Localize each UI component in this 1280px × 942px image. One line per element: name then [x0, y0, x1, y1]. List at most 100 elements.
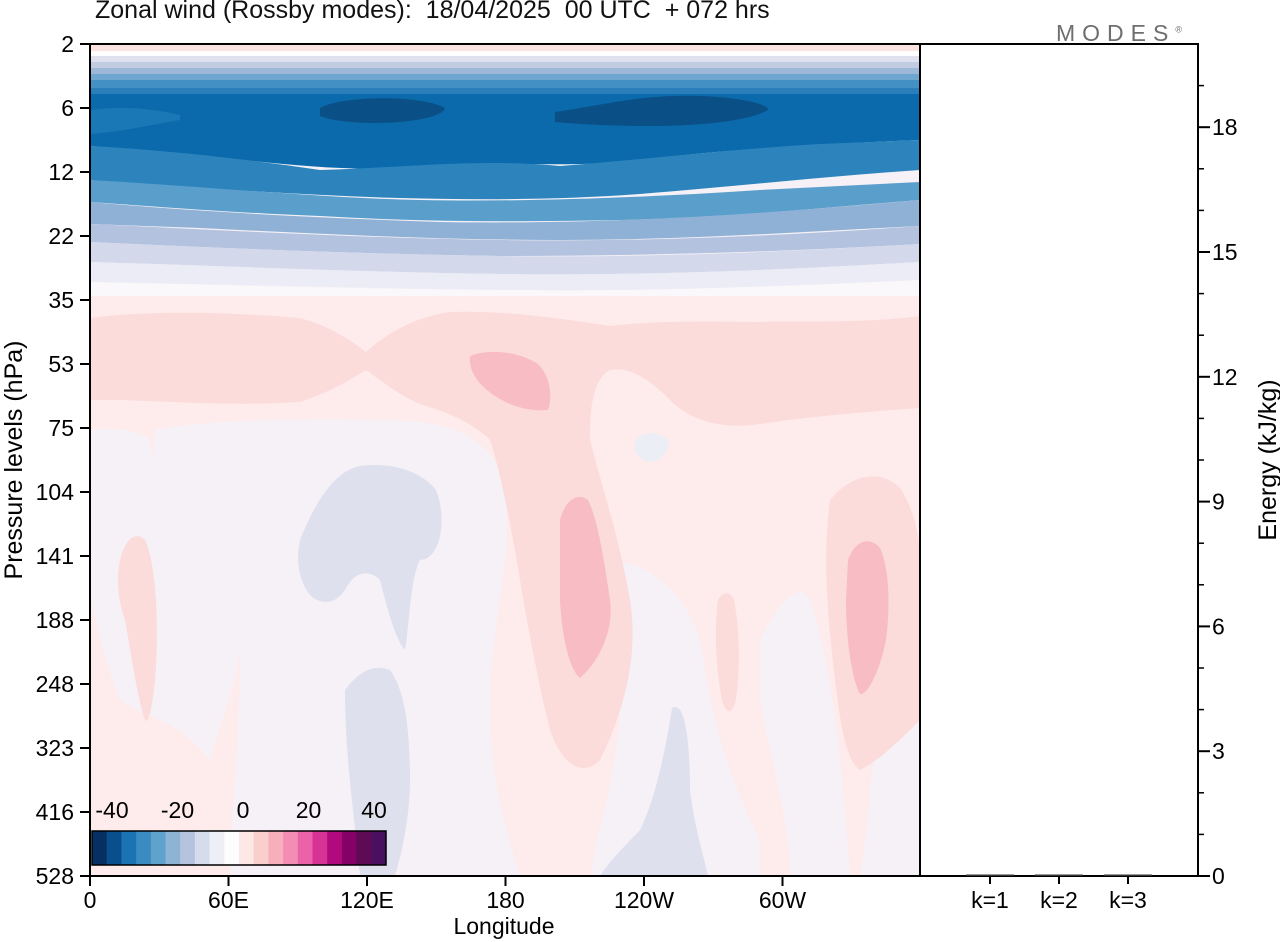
- band-light-blue-1: [90, 62, 920, 68]
- y-axis-label: Pressure levels (hPa): [0, 341, 28, 580]
- energy-tick-label: 3: [1212, 738, 1225, 764]
- y-axis-ticks: 2 6 12 22 35 53 75 104 141 188 248 323 416 528: [36, 31, 90, 889]
- energy-bar: [966, 874, 1014, 876]
- colorbar-swatch: [297, 831, 313, 865]
- pink-strong-3: [846, 541, 889, 695]
- modes-logo: MODES®: [1056, 20, 1182, 47]
- colorbar-swatch: [106, 831, 122, 865]
- y-tick-label: 12: [48, 159, 74, 185]
- colorbar-swatch: [150, 831, 166, 865]
- colorbar-tick-label: 40: [361, 797, 387, 823]
- energy-tick-label: 9: [1212, 489, 1225, 515]
- logo-mark: ®: [1175, 24, 1182, 35]
- energy-tick-label: 6: [1212, 613, 1225, 639]
- x-tick-label: 180: [486, 887, 524, 913]
- y-tick-label: 53: [48, 351, 74, 377]
- colorbar-tick-label: 20: [296, 797, 322, 823]
- core-darkest-2: [555, 95, 769, 126]
- band-blue-5: [90, 180, 920, 222]
- colorbar-swatch: [136, 831, 152, 865]
- band-top-lavender: [90, 56, 920, 62]
- chart-title: Zonal wind (Rossby modes): 18/04/2025 00…: [95, 0, 770, 24]
- colorbar-swatch: [224, 831, 240, 865]
- colorbar-swatch: [341, 831, 358, 865]
- x-tick-label: 60E: [208, 887, 249, 913]
- y-tick-label: 528: [36, 863, 74, 889]
- x-tick-label: 0: [84, 887, 97, 913]
- colorbar-swatch: [356, 831, 372, 865]
- x-tick-label: 60W: [759, 887, 807, 913]
- wind-contour-field: [90, 44, 920, 876]
- pink-blob-right-mid: [715, 593, 739, 712]
- band-near-white: [90, 280, 920, 300]
- energy-panel-frame: [919, 43, 1199, 877]
- colorbar: [91, 830, 387, 866]
- band-mid-blue-2: [90, 80, 920, 88]
- colorbar-swatch: [268, 831, 284, 865]
- colorbar-swatch: [283, 831, 299, 865]
- y-tick-label: 6: [61, 95, 74, 121]
- colorbar-swatch: [371, 831, 387, 865]
- y-tick-label: 35: [48, 287, 74, 313]
- y-tick-label: 75: [48, 415, 74, 441]
- colorbar-swatch: [327, 831, 343, 865]
- energy-axis-ticks: 0 3 6 9 12 15 18: [1198, 84, 1238, 889]
- colorbar-tick-label: 0: [237, 797, 250, 823]
- band-top-white: [90, 51, 920, 56]
- colorbar-swatch: [209, 831, 225, 865]
- y-tick-label: 416: [36, 799, 74, 825]
- colorbar-swatch: [180, 831, 196, 865]
- blob-neg-1: [298, 465, 442, 650]
- colorbar-swatch: [165, 831, 181, 865]
- k-label: k=3: [1109, 887, 1147, 913]
- y-tick-label: 22: [48, 223, 74, 249]
- band-lavender-2: [90, 262, 920, 291]
- energy-bar: [1035, 874, 1083, 876]
- blob-neg-3: [600, 706, 708, 876]
- band-blue-7: [90, 224, 920, 256]
- x-axis-label: Longitude: [453, 913, 554, 939]
- x-axis-ticks: 0 60E 120E 180 120W 60W: [84, 876, 807, 913]
- core-darkest-1: [320, 98, 445, 123]
- band-top-pink: [90, 44, 920, 51]
- core-left-bulge: [90, 107, 180, 134]
- logo-text: MODES: [1056, 20, 1176, 46]
- k-label: k=1: [971, 887, 1009, 913]
- colorbar-labels: -40 -20 0 20 40: [95, 797, 386, 823]
- colorbar-swatch: [92, 831, 108, 865]
- pink-blob-left: [117, 536, 157, 721]
- colorbar-frame: [91, 830, 387, 866]
- energy-tick-label: 12: [1212, 364, 1238, 390]
- band-blue-4: [90, 140, 920, 200]
- energy-bar: [1104, 874, 1152, 876]
- region-lavender-left: [90, 428, 243, 760]
- energy-tick-label: 18: [1212, 114, 1238, 140]
- colorbar-tick-label: -40: [95, 797, 128, 823]
- y-tick-label: 188: [36, 607, 74, 633]
- x-tick-label: 120E: [340, 887, 394, 913]
- y-tick-label: 323: [36, 735, 74, 761]
- y-tick-label: 104: [36, 479, 75, 505]
- energy-tick-label: 15: [1212, 239, 1238, 265]
- energy-axis-label: Energy (kJ/kg): [1254, 379, 1280, 540]
- k-label: k=2: [1040, 887, 1078, 913]
- band-blue-3: [90, 88, 920, 96]
- blob-neg-2: [345, 667, 410, 876]
- colorbar-swatch: [312, 831, 328, 865]
- band-lavender-1: [90, 242, 920, 275]
- energy-tick-label: 0: [1212, 863, 1225, 889]
- pink-strong-1: [469, 351, 551, 411]
- band-mid-blue-1: [90, 74, 920, 80]
- pink-strong-2: [560, 496, 611, 678]
- energy-bars: k=1 k=2 k=3: [966, 874, 1152, 913]
- pink-band-upper: [90, 311, 920, 769]
- colorbar-swatch: [194, 831, 211, 865]
- y-tick-label: 141: [36, 543, 74, 569]
- blob-neg-4: [634, 433, 669, 462]
- colorbar-swatch: [253, 831, 269, 865]
- y-tick-label: 2: [61, 31, 74, 57]
- colorbar-swatch: [121, 831, 137, 865]
- x-tick-label: 120W: [614, 887, 674, 913]
- colorbar-swatch: [239, 831, 255, 865]
